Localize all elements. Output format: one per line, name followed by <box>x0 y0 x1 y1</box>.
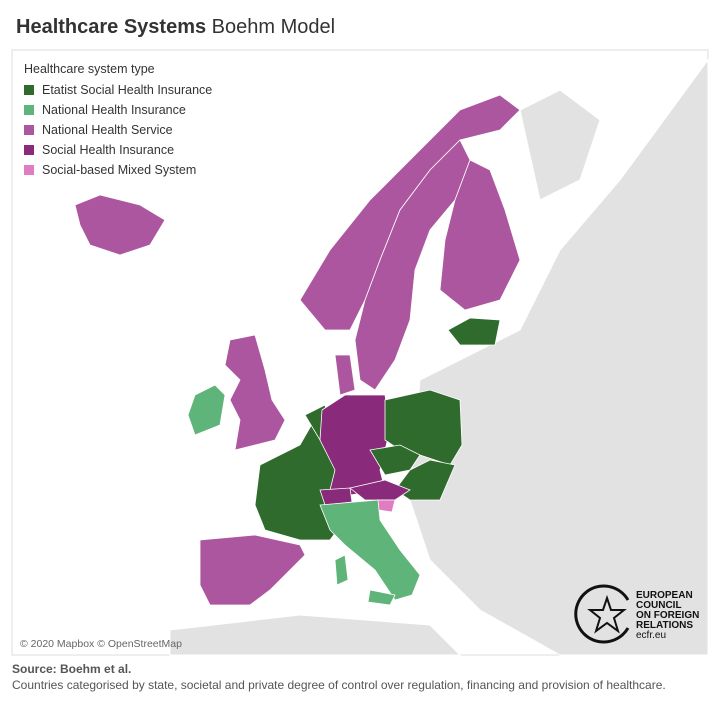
legend-swatch <box>24 125 34 135</box>
title: Healthcare Systems Boehm Model <box>16 16 335 39</box>
legend-label: National Health Insurance <box>42 103 186 117</box>
italy <box>319 499 421 601</box>
legend-label: Social-based Mixed System <box>42 163 197 177</box>
title-bold: Healthcare Systems <box>16 16 207 38</box>
land-africa <box>169 614 462 656</box>
legend-item: National Health Service <box>24 120 212 140</box>
logo-url: ecfr.eu <box>636 630 667 641</box>
source: Source: Boehm et al. <box>12 662 132 676</box>
legend: Healthcare system type Etatist Social He… <box>24 62 212 180</box>
logo-line: RELATIONS <box>636 620 694 631</box>
finland <box>439 159 521 311</box>
note: Countries categorised by state, societal… <box>12 678 666 692</box>
logo-mark <box>574 584 630 644</box>
title-rest: Boehm Model <box>211 16 336 38</box>
logo-line: EUROPEAN <box>636 590 693 601</box>
sweden <box>354 139 471 391</box>
iberia <box>199 534 306 606</box>
slovenia <box>377 499 396 513</box>
countries <box>74 94 521 606</box>
sicily <box>367 589 396 606</box>
legend-swatch <box>24 105 34 115</box>
denmark <box>334 354 356 396</box>
uk <box>224 334 286 451</box>
estonia <box>447 317 501 346</box>
sardinia <box>334 554 349 586</box>
legend-label: Etatist Social Health Insurance <box>42 83 213 97</box>
legend-swatch <box>24 145 34 155</box>
legend-label: National Health Service <box>42 123 173 137</box>
legend-swatch <box>24 165 34 175</box>
land <box>169 58 709 656</box>
austria <box>349 479 411 501</box>
logo-ring <box>574 584 630 644</box>
land-north <box>519 89 601 201</box>
attribution: © 2020 Mapbox © OpenStreetMap <box>20 638 182 650</box>
legend-item: Social Health Insurance <box>24 140 212 160</box>
legend-swatch <box>24 85 34 95</box>
logo: EUROPEAN COUNCIL ON FOREIGN RELATIONS ecfr.e… <box>636 591 699 641</box>
iceland <box>74 194 166 256</box>
norway <box>299 94 521 331</box>
czechia <box>369 444 421 476</box>
logo-star <box>587 594 627 634</box>
logo-line: COUNCIL <box>636 600 682 611</box>
legend-label: Social Health Insurance <box>42 143 175 157</box>
ireland <box>187 384 226 436</box>
legend-item: National Health Insurance <box>24 100 212 120</box>
legend-items: Etatist Social Health Insurance National … <box>24 80 212 180</box>
legend-title: Healthcare system type <box>24 62 155 76</box>
logo-line: ON FOREIGN <box>636 610 700 621</box>
legend-item: Etatist Social Health Insurance <box>24 80 212 100</box>
legend-item: Social-based Mixed System <box>24 160 212 180</box>
land-east <box>409 58 709 656</box>
